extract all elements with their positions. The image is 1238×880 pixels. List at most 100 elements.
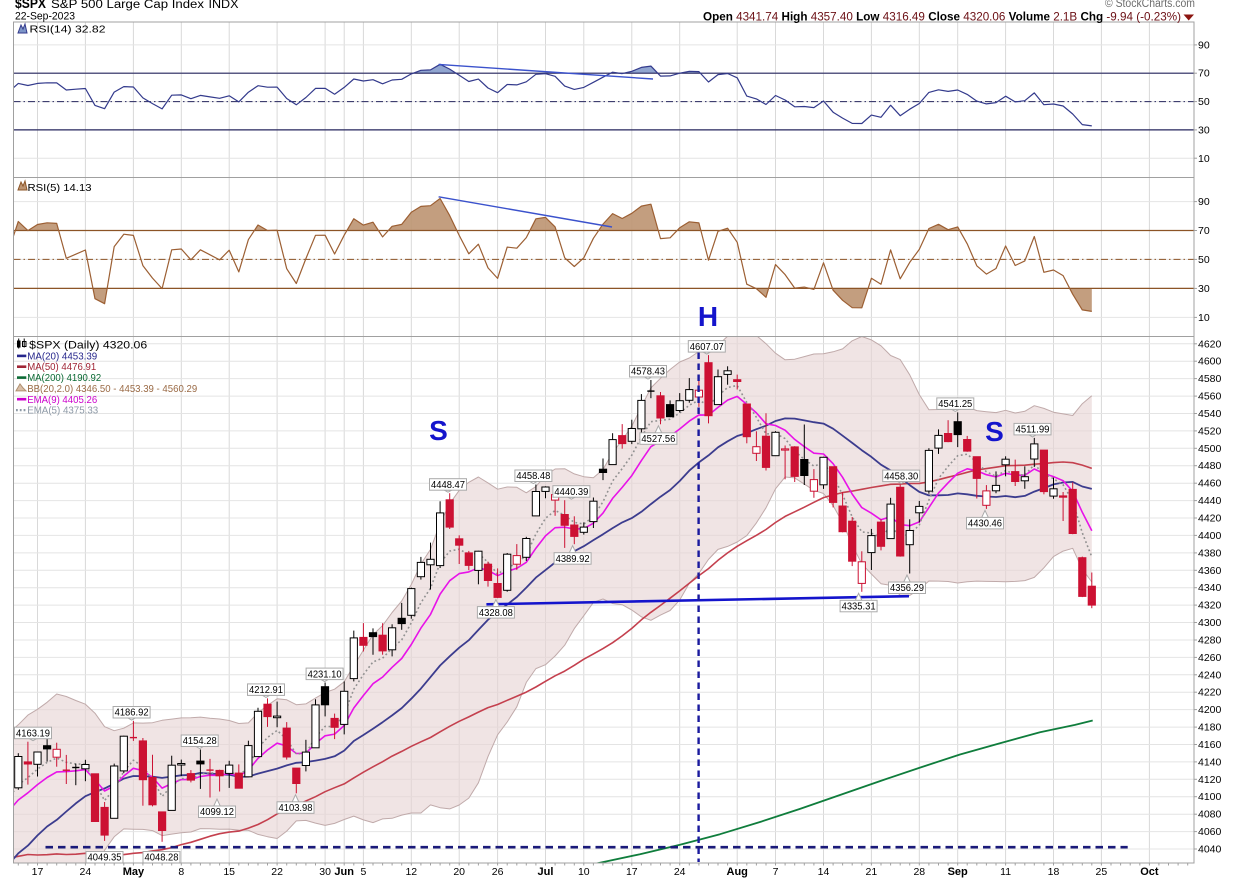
svg-text:4580: 4580 bbox=[1198, 373, 1222, 385]
svg-text:4389.92: 4389.92 bbox=[556, 554, 590, 565]
svg-text:30: 30 bbox=[319, 866, 331, 878]
svg-text:24: 24 bbox=[80, 866, 92, 878]
svg-text:10: 10 bbox=[1198, 312, 1210, 324]
svg-text:17: 17 bbox=[626, 866, 638, 878]
svg-text:4440.39: 4440.39 bbox=[554, 487, 588, 498]
svg-text:4080: 4080 bbox=[1198, 809, 1222, 821]
svg-text:4328.08: 4328.08 bbox=[479, 608, 513, 619]
svg-text:4040: 4040 bbox=[1198, 844, 1222, 856]
svg-text:50: 50 bbox=[1198, 96, 1210, 108]
svg-text:4480: 4480 bbox=[1198, 460, 1222, 472]
svg-text:4231.10: 4231.10 bbox=[308, 669, 342, 680]
svg-text:EMA(5) 4375.33: EMA(5) 4375.33 bbox=[27, 405, 98, 417]
svg-text:4620: 4620 bbox=[1198, 338, 1222, 350]
svg-text:26: 26 bbox=[492, 866, 504, 878]
svg-text:S&P 500 Large Cap Index: S&P 500 Large Cap Index bbox=[51, 0, 204, 11]
svg-text:S: S bbox=[985, 416, 1004, 447]
svg-text:4458.30: 4458.30 bbox=[884, 471, 918, 482]
svg-text:4380: 4380 bbox=[1198, 547, 1222, 559]
svg-text:4048.28: 4048.28 bbox=[145, 853, 179, 864]
svg-text:4100: 4100 bbox=[1198, 791, 1222, 803]
svg-text:24: 24 bbox=[674, 866, 686, 878]
svg-text:INDX: INDX bbox=[209, 0, 239, 11]
svg-text:18: 18 bbox=[1048, 866, 1060, 878]
svg-text:4260: 4260 bbox=[1198, 652, 1222, 664]
svg-text:4120: 4120 bbox=[1198, 774, 1222, 786]
svg-text:4335.31: 4335.31 bbox=[842, 602, 876, 613]
svg-text:4240: 4240 bbox=[1198, 669, 1222, 681]
svg-text:S: S bbox=[429, 415, 448, 446]
svg-text:90: 90 bbox=[1198, 196, 1210, 208]
svg-text:20: 20 bbox=[453, 866, 465, 878]
svg-text:4154.28: 4154.28 bbox=[183, 736, 217, 747]
svg-text:70: 70 bbox=[1198, 225, 1210, 237]
svg-text:4163.19: 4163.19 bbox=[16, 728, 50, 739]
svg-text:4400: 4400 bbox=[1198, 530, 1222, 542]
svg-text:4186.92: 4186.92 bbox=[115, 708, 149, 719]
svg-text:4103.98: 4103.98 bbox=[279, 803, 313, 814]
svg-text:4540: 4540 bbox=[1198, 408, 1222, 420]
svg-text:22-Sep-2023: 22-Sep-2023 bbox=[15, 11, 75, 23]
svg-text:11: 11 bbox=[1000, 866, 1011, 878]
svg-text:4430.46: 4430.46 bbox=[968, 519, 1002, 530]
svg-text:4300: 4300 bbox=[1198, 617, 1222, 629]
svg-text:Sep: Sep bbox=[948, 866, 968, 878]
svg-text:RSI(14) 32.82: RSI(14) 32.82 bbox=[30, 24, 106, 36]
svg-text:4060: 4060 bbox=[1198, 826, 1222, 838]
svg-text:4099.12: 4099.12 bbox=[200, 807, 234, 818]
svg-text:70: 70 bbox=[1198, 68, 1210, 80]
svg-text:4520: 4520 bbox=[1198, 425, 1222, 437]
svg-text:4356.29: 4356.29 bbox=[890, 583, 924, 594]
svg-text:Oct: Oct bbox=[1140, 866, 1159, 878]
svg-text:4340: 4340 bbox=[1198, 582, 1222, 594]
svg-text:4220: 4220 bbox=[1198, 687, 1222, 699]
svg-text:4440: 4440 bbox=[1198, 495, 1222, 507]
svg-text:10: 10 bbox=[578, 866, 590, 878]
svg-text:4578.43: 4578.43 bbox=[631, 367, 665, 378]
svg-text:4541.25: 4541.25 bbox=[938, 399, 972, 410]
svg-text:May: May bbox=[123, 866, 145, 878]
svg-text:Jul: Jul bbox=[538, 866, 554, 878]
svg-text:4560: 4560 bbox=[1198, 391, 1222, 403]
svg-text:4180: 4180 bbox=[1198, 722, 1222, 734]
svg-text:4140: 4140 bbox=[1198, 756, 1222, 768]
svg-text:4527.56: 4527.56 bbox=[641, 434, 675, 445]
svg-text:22: 22 bbox=[271, 866, 283, 878]
svg-text:28: 28 bbox=[913, 866, 925, 878]
svg-text:4280: 4280 bbox=[1198, 635, 1222, 647]
svg-text:Open 4341.74 High 4357.40 Low: Open 4341.74 High 4357.40 Low 4316.49 Cl… bbox=[703, 10, 1181, 24]
svg-text:4360: 4360 bbox=[1198, 565, 1222, 577]
svg-text:Aug: Aug bbox=[727, 866, 748, 878]
svg-text:4448.47: 4448.47 bbox=[431, 480, 465, 491]
svg-text:4500: 4500 bbox=[1198, 443, 1222, 455]
svg-text:4049.35: 4049.35 bbox=[88, 853, 122, 864]
svg-text:4160: 4160 bbox=[1198, 739, 1222, 751]
svg-text:7: 7 bbox=[773, 866, 779, 878]
svg-text:4458.48: 4458.48 bbox=[516, 471, 550, 482]
svg-text:30: 30 bbox=[1198, 283, 1210, 295]
svg-text:H: H bbox=[698, 301, 718, 332]
svg-text:12: 12 bbox=[405, 866, 417, 878]
svg-text:4320: 4320 bbox=[1198, 600, 1222, 612]
svg-text:4600: 4600 bbox=[1198, 356, 1222, 368]
svg-text:25: 25 bbox=[1096, 866, 1108, 878]
svg-text:50: 50 bbox=[1198, 254, 1210, 266]
svg-text:$SPX (Daily) 4320.06: $SPX (Daily) 4320.06 bbox=[29, 340, 147, 352]
svg-text:$SPX: $SPX bbox=[15, 0, 47, 11]
svg-text:30: 30 bbox=[1198, 124, 1210, 136]
svg-text:4420: 4420 bbox=[1198, 513, 1222, 525]
svg-text:MA(50) 4476.91: MA(50) 4476.91 bbox=[27, 361, 96, 373]
svg-text:BB(20,2.0) 4346.50 - 4453.39 -: BB(20,2.0) 4346.50 - 4453.39 - 4560.29 bbox=[27, 383, 197, 395]
svg-text:4511.99: 4511.99 bbox=[1016, 425, 1050, 436]
svg-text:4212.91: 4212.91 bbox=[249, 685, 283, 696]
svg-text:RSI(5) 14.13: RSI(5) 14.13 bbox=[28, 182, 92, 194]
svg-text:15: 15 bbox=[223, 866, 235, 878]
svg-text:8: 8 bbox=[178, 866, 184, 878]
svg-text:90: 90 bbox=[1198, 39, 1210, 51]
svg-text:17: 17 bbox=[32, 866, 44, 878]
svg-text:14: 14 bbox=[818, 866, 830, 878]
svg-text:5: 5 bbox=[360, 866, 366, 878]
svg-text:MA(20) 4453.39: MA(20) 4453.39 bbox=[27, 350, 97, 362]
svg-text:4607.07: 4607.07 bbox=[690, 342, 724, 353]
svg-text:4200: 4200 bbox=[1198, 704, 1222, 716]
